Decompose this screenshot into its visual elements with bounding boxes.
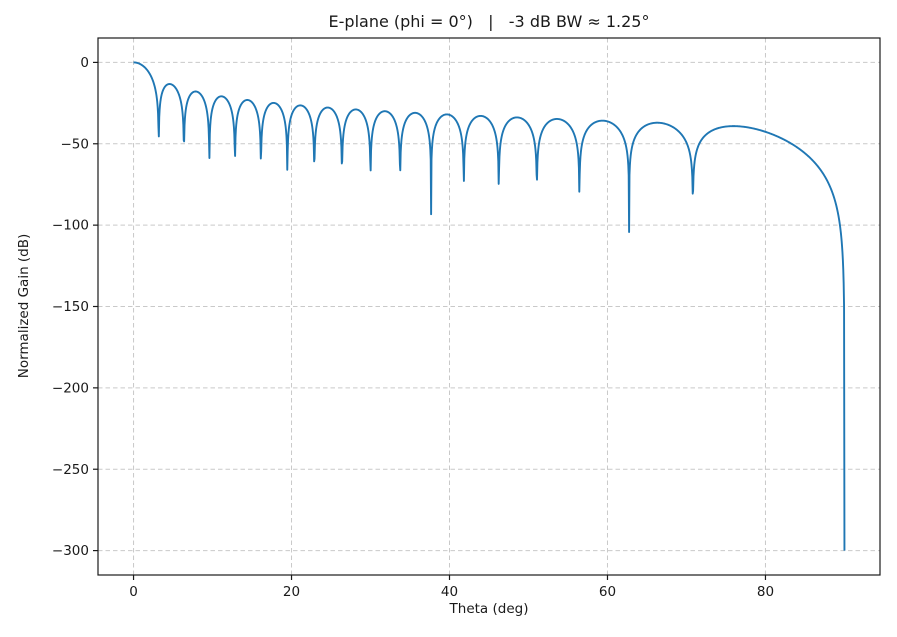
- x-tick-label: 20: [283, 584, 300, 600]
- x-tick-label: 40: [441, 584, 458, 600]
- x-tick-label: 80: [757, 584, 774, 600]
- y-tick-label: −50: [61, 136, 90, 152]
- x-tick-label: 0: [129, 584, 138, 600]
- gain-pattern-line: [132, 61, 846, 551]
- y-tick-label: 0: [80, 55, 89, 71]
- y-tick-label: −100: [52, 218, 89, 234]
- chart-title: E-plane (phi = 0°) | -3 dB BW ≈ 1.25°: [328, 12, 650, 31]
- y-tick-label: −200: [52, 380, 89, 396]
- x-tick-label: 60: [599, 584, 616, 600]
- y-tick-label: −250: [52, 462, 89, 478]
- y-tick-label: −300: [52, 543, 89, 559]
- x-axis-label: Theta (deg): [449, 601, 529, 617]
- y-tick-label: −150: [52, 299, 89, 315]
